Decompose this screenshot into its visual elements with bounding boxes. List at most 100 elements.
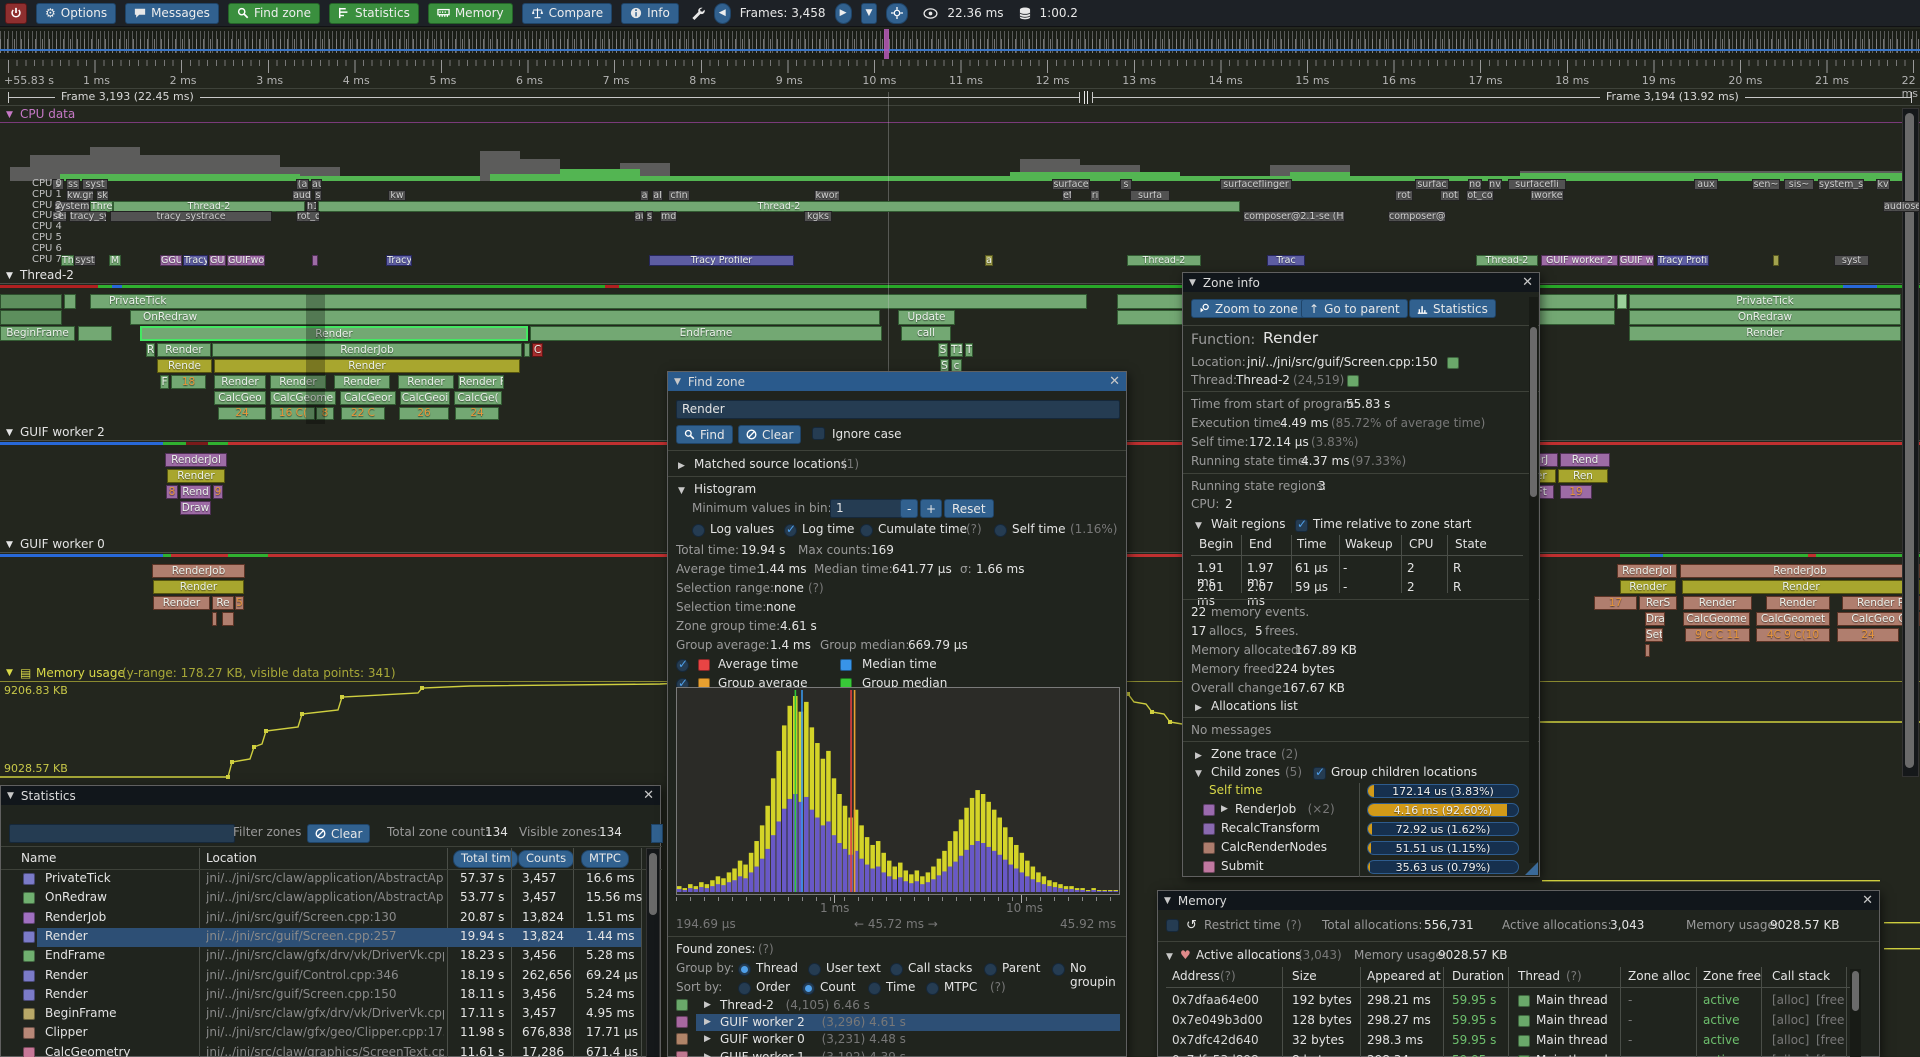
group-by-parent[interactable] (984, 963, 997, 976)
stats-scrollbar[interactable] (646, 848, 660, 1057)
zone-bar[interactable]: 9 C C 11 (1685, 628, 1750, 642)
cpu-zone[interactable]: Thread-2 (1127, 254, 1201, 266)
cpu-zone[interactable]: Thre (90, 200, 113, 212)
group-name[interactable]: Thread-2 (720, 998, 774, 1012)
zone-bar[interactable]: Draw (180, 501, 211, 515)
expand-icon[interactable]: ▶ (1195, 703, 1202, 713)
memory-column-header[interactable]: Size (1292, 969, 1317, 983)
zone-bar[interactable]: 5 (235, 596, 244, 610)
sort-by-time[interactable] (868, 982, 881, 995)
alloc-callstack-alloc[interactable]: [alloc] (1772, 993, 1810, 1007)
child-zone-time-bar[interactable]: 51.51 us (1.15%) (1367, 841, 1519, 855)
toggle-log-time[interactable] (784, 522, 797, 537)
collapse-icon[interactable]: ▼ (674, 376, 681, 387)
zone-color-swatch[interactable] (23, 988, 35, 1001)
cpu-zone[interactable]: no (1468, 179, 1482, 190)
collapse-icon[interactable]: ▼ (6, 110, 13, 120)
wait-column-cpu[interactable]: CPU (1409, 537, 1434, 551)
zone-bar[interactable]: Render R (1842, 596, 1920, 610)
child-zone-swatch[interactable] (1203, 823, 1215, 835)
memory-button[interactable]: Memory (427, 2, 513, 24)
options-button[interactable]: ⚙ Options (36, 2, 117, 24)
close-icon[interactable]: ✕ (643, 788, 654, 803)
zone-bar[interactable]: Render (1620, 580, 1676, 594)
zone-bar[interactable]: Render (1683, 596, 1752, 610)
restrict-time-checkbox[interactable] (1166, 919, 1179, 932)
zone-bar[interactable]: CalcGeomet (1756, 612, 1830, 626)
collapse-icon[interactable]: ▼ (6, 428, 13, 438)
clear-button[interactable]: Clear (738, 425, 802, 444)
child-zone-name[interactable]: RenderJob (1235, 802, 1297, 816)
memory-column-header[interactable]: Call stack (1772, 969, 1831, 983)
child-zone-swatch[interactable] (1203, 804, 1215, 816)
close-icon[interactable]: ✕ (1109, 374, 1120, 389)
zone-bar[interactable]: Set (1645, 628, 1663, 642)
reset-button[interactable]: Reset (944, 499, 994, 518)
cpu-zone[interactable]: GUI (209, 254, 226, 266)
zone-bar[interactable] (64, 294, 76, 309)
cpu-zone[interactable]: tracy_systrace (110, 211, 272, 223)
alloc-address[interactable]: 0x7dfaa64e00 (1172, 993, 1259, 1007)
stat-zone-name[interactable]: Clipper (45, 1025, 88, 1040)
cpu-zone[interactable]: kgks (804, 211, 832, 223)
zone-bar[interactable]: Render (153, 596, 210, 610)
group-children-checkbox[interactable] (1313, 765, 1326, 780)
zone-bar[interactable]: C (532, 343, 543, 357)
location-color-swatch[interactable] (1447, 357, 1459, 369)
frame-3193-label[interactable]: Frame 3,193 (22.45 ms) (55, 90, 200, 103)
expand-icon[interactable]: ▶ (1221, 804, 1228, 814)
cpu-zone[interactable]: Tracy (183, 254, 208, 266)
zone-color-swatch[interactable] (23, 1027, 35, 1040)
find-zone-titlebar[interactable]: ▼ Find zone ✕ (668, 372, 1126, 391)
help-icon[interactable]: (?) (758, 942, 774, 956)
go-to-parent-button[interactable]: ↑ Go to parent (1301, 299, 1408, 318)
zone-bar[interactable]: T1 (950, 343, 963, 357)
cpu-zone[interactable]: ss (66, 179, 80, 190)
group-by-no-groupin[interactable] (1052, 963, 1065, 976)
zone-bar[interactable]: 8 (166, 485, 178, 499)
collapse-icon[interactable]: ▼ (6, 668, 13, 678)
cpu-zone[interactable]: a (640, 189, 649, 201)
close-icon[interactable]: ✕ (1522, 275, 1533, 290)
cpu-zone[interactable] (1773, 254, 1779, 266)
child-zone-name[interactable]: RecalcTransform (1221, 821, 1320, 835)
find-zone-search-input[interactable]: Render (676, 400, 1120, 419)
cpu-zone[interactable]: Thread-2 (318, 200, 1240, 212)
cpu-zone[interactable] (312, 254, 318, 266)
zone-bar[interactable]: EndFrame (530, 326, 882, 341)
sort-by-count[interactable] (802, 982, 815, 995)
statistics-titlebar[interactable]: ▼ Statistics ✕ (1, 786, 660, 805)
memory-titlebar[interactable]: ▼ Memory ✕ (1158, 891, 1879, 910)
zone-bar[interactable]: 22 C (341, 407, 385, 420)
cpu-zone[interactable]: Th (61, 254, 74, 266)
expand-icon[interactable]: ▶ (704, 1034, 711, 1045)
cpu-zone[interactable]: ot_co (1466, 189, 1494, 201)
zoom-to-zone-button[interactable]: Zoom to zone (1191, 299, 1306, 318)
increment-button[interactable]: + (920, 499, 943, 518)
zone-color-swatch[interactable] (23, 1008, 35, 1021)
alloc-callstack-alloc[interactable]: [alloc] (1772, 1053, 1809, 1057)
zone-bar[interactable] (0, 310, 62, 325)
info-button[interactable]: Info (621, 2, 679, 24)
column-location[interactable]: Location (206, 851, 257, 865)
allocations-list-section[interactable]: Allocations list (1211, 699, 1298, 713)
memory-column-header[interactable]: Address (1172, 969, 1220, 983)
wait-column-begin[interactable]: Begin (1199, 537, 1234, 551)
zone-bar[interactable] (1617, 294, 1627, 309)
zone-info-scrollbar-thumb[interactable] (1530, 327, 1537, 497)
cpu-zone[interactable]: tracy_syn (69, 211, 107, 223)
zone-bar[interactable]: OnRedraw (1629, 310, 1901, 325)
cpu-zone[interactable]: (a (296, 179, 309, 190)
collapse-icon[interactable]: ▼ (6, 271, 13, 281)
cpu-zone[interactable]: kw (388, 189, 406, 201)
section-title[interactable]: GUIF worker 0 (20, 537, 105, 551)
cpu-zone[interactable]: sis~ (1784, 179, 1814, 190)
cpu-zone[interactable]: composer@2.1-se (Hw (1243, 211, 1345, 223)
cpu-zone[interactable]: composer@ (1388, 211, 1446, 223)
cpu-zone[interactable]: syst (1834, 254, 1869, 266)
zone-bar[interactable]: 24 (1837, 628, 1899, 642)
cpu-zone[interactable]: s (52, 179, 64, 190)
cpu-zone[interactable]: a (985, 254, 993, 266)
zone-bar[interactable] (524, 343, 530, 357)
zone-color-swatch[interactable] (23, 1046, 35, 1057)
